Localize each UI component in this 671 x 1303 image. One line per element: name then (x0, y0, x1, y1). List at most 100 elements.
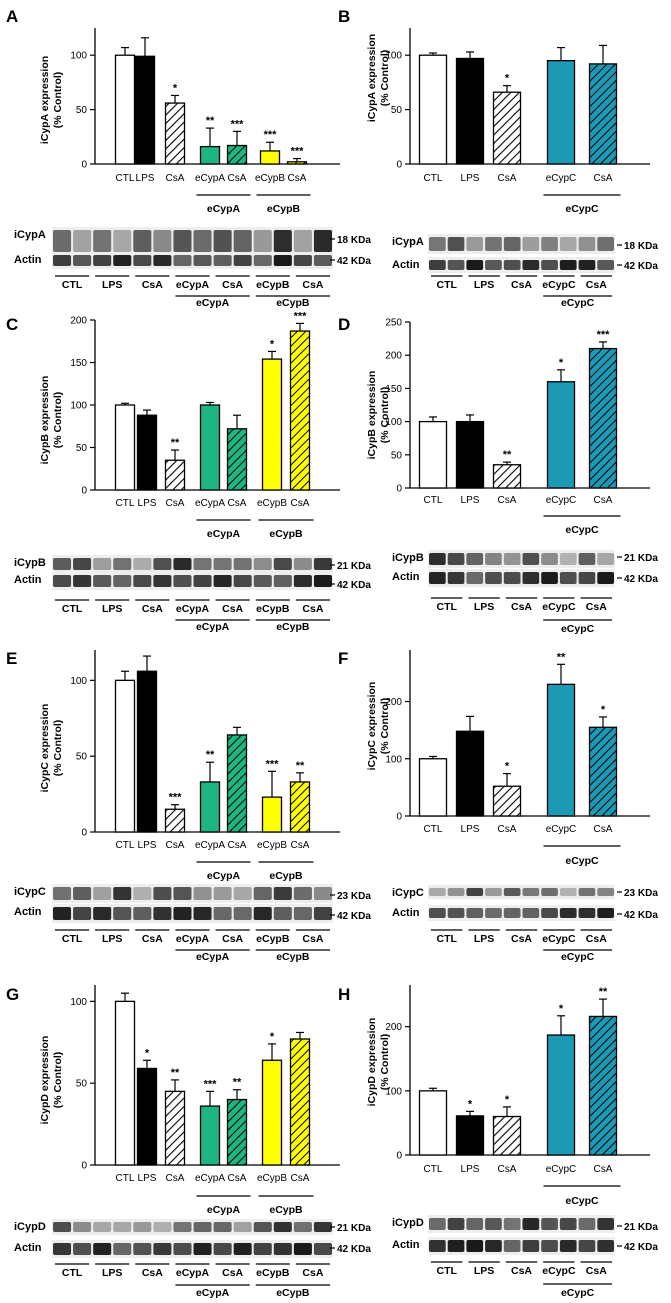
blot-row-label: Actin (14, 1242, 42, 1254)
blot-band (193, 230, 212, 252)
blot-band (559, 1240, 577, 1252)
blot-band (447, 260, 465, 270)
category-label: CsA (288, 173, 307, 184)
bar (588, 726, 618, 817)
blot-band (578, 572, 596, 584)
significance-label: *** (597, 329, 611, 341)
blot-band (522, 260, 540, 270)
y-tick-label: 100 (385, 417, 402, 428)
category-label: LPS (461, 173, 480, 184)
blot-band (73, 558, 92, 570)
category-label: CTL (116, 840, 135, 851)
blot-band (113, 230, 132, 252)
lane-group-label: eCypC (561, 623, 595, 635)
lane-label: eCypC (542, 601, 576, 613)
blot-band (485, 888, 502, 896)
bar (455, 1115, 485, 1156)
y-axis-label-unit: (% Control) (52, 392, 64, 449)
bar (261, 358, 283, 491)
blot-band (503, 260, 521, 270)
category-label: eCypA (195, 498, 225, 509)
blot-band (253, 1243, 272, 1255)
blot-band (503, 553, 521, 565)
bar (136, 1067, 158, 1166)
bar (492, 464, 522, 489)
blot-marker-label: 23 KDa (337, 891, 371, 902)
category-label: CTL (116, 498, 135, 509)
group-label: eCypB (267, 203, 301, 215)
bar (114, 1000, 136, 1166)
bar (289, 1038, 311, 1166)
blot-row-label: Actin (392, 1239, 420, 1251)
lane-label: eCypB (256, 1267, 290, 1279)
blot-marker-label: 23 KDa (624, 888, 658, 899)
blot-band (133, 887, 152, 900)
blot-band (133, 255, 152, 266)
blot-band (233, 1222, 252, 1232)
blot-row-label: Actin (14, 574, 42, 586)
blot-band (313, 558, 332, 570)
blot-band (213, 230, 232, 252)
significance-label: * (468, 1098, 473, 1110)
blot-band (233, 575, 252, 587)
group-label: eCypA (207, 528, 241, 540)
blot-band (133, 575, 152, 587)
bar (164, 102, 186, 165)
blot-band (73, 887, 92, 900)
blot-band (133, 1222, 152, 1232)
lane-label: LPS (474, 601, 494, 613)
blot-band (73, 255, 92, 266)
bar (136, 414, 158, 491)
blot-marker-label: 42 KDa (624, 574, 658, 585)
blot-band (153, 230, 172, 252)
lane-label: eCypC (542, 933, 576, 945)
blot-band (213, 887, 232, 900)
blot-band (466, 908, 484, 918)
significance-label: ** (599, 986, 608, 998)
lane-label: CsA (586, 279, 607, 291)
blot-band (293, 907, 312, 920)
significance-label: ** (233, 1077, 242, 1089)
blot-marker-label: 42 KDa (624, 1242, 658, 1253)
blot-band (447, 572, 465, 584)
lane-group-label: eCypA (196, 621, 230, 633)
blot-band (541, 237, 558, 251)
blot-band (173, 1222, 192, 1232)
blot-marker-label: 21 KDa (624, 553, 658, 564)
y-tick-label: 100 (70, 676, 87, 687)
category-label: LPS (138, 498, 157, 509)
blot-band (503, 908, 521, 918)
blot-band (541, 1218, 558, 1230)
bar (226, 734, 248, 833)
blot-band (133, 1243, 152, 1255)
lane-label: CsA (142, 1267, 163, 1279)
y-axis-label: iCypC expression (39, 704, 51, 793)
blot-row-label: iCypA (14, 229, 46, 241)
blot-band (447, 1218, 465, 1230)
blot-band (53, 230, 72, 252)
category-label: eCypC (546, 824, 577, 835)
blot-band (273, 558, 292, 570)
blot-marker-label: 18 KDa (337, 235, 371, 246)
category-label: CsA (498, 173, 517, 184)
category-label: eCypC (546, 1164, 577, 1175)
lane-group-label: eCypA (196, 1287, 230, 1299)
blot-band (253, 255, 272, 266)
blot-band (485, 553, 502, 565)
lane-label: LPS (474, 1265, 494, 1277)
blot-band (559, 572, 577, 584)
category-label: CTL (424, 1164, 443, 1175)
category-label: CsA (498, 824, 517, 835)
blot-marker-label: 42 KDa (624, 910, 658, 921)
significance-label: *** (169, 792, 183, 804)
lane-label: CsA (511, 601, 532, 613)
y-tick-label: 0 (81, 1161, 87, 1172)
blot-band (485, 260, 502, 270)
lane-label: CTL (436, 279, 457, 291)
blot-band (133, 558, 152, 570)
blot-band (466, 553, 484, 565)
blot-marker-label: 42 KDa (624, 261, 658, 272)
blot-band (93, 887, 112, 900)
